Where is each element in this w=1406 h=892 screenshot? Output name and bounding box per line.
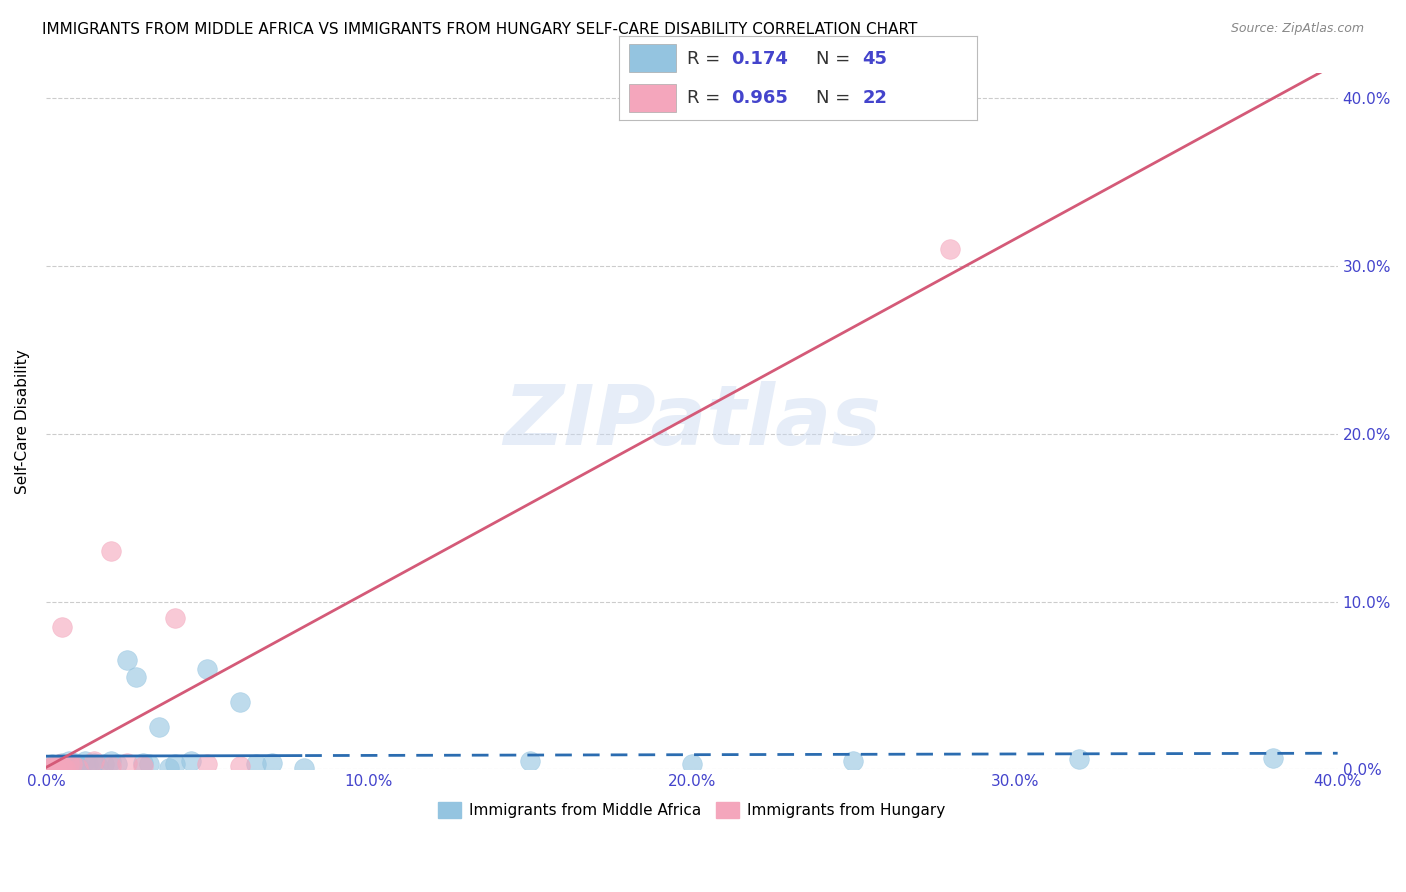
- Point: [53, 757, 76, 772]
- Point: [58, 754, 80, 768]
- Point: [125, 670, 148, 684]
- Point: [86, 759, 108, 773]
- Point: [1261, 750, 1284, 764]
- Point: [245, 757, 267, 772]
- Bar: [630, 84, 676, 112]
- Text: R =: R =: [686, 50, 725, 68]
- Point: [939, 242, 962, 256]
- Point: [77, 757, 100, 772]
- Text: N =: N =: [815, 88, 856, 106]
- Point: [228, 759, 250, 773]
- Point: [83, 754, 105, 768]
- Bar: [630, 44, 676, 72]
- Point: [197, 662, 219, 676]
- Point: [165, 611, 187, 625]
- Legend: Immigrants from Middle Africa, Immigrants from Hungary: Immigrants from Middle Africa, Immigrant…: [432, 797, 952, 824]
- Point: [48, 757, 70, 772]
- Point: [260, 756, 283, 770]
- Point: [41, 761, 63, 775]
- Text: R =: R =: [686, 88, 725, 106]
- Point: [292, 761, 315, 775]
- Point: [51, 756, 73, 770]
- Point: [115, 756, 138, 770]
- Point: [60, 761, 83, 775]
- Point: [1069, 752, 1091, 766]
- Point: [67, 757, 90, 772]
- Point: [100, 754, 122, 768]
- Point: [842, 754, 865, 768]
- Point: [45, 762, 67, 776]
- Point: [180, 754, 202, 768]
- Point: [38, 761, 60, 775]
- Point: [60, 757, 83, 772]
- Point: [63, 756, 86, 770]
- Point: [105, 757, 128, 772]
- Point: [681, 757, 703, 772]
- Point: [148, 720, 170, 734]
- Text: N =: N =: [815, 50, 856, 68]
- Point: [165, 757, 187, 772]
- Point: [115, 653, 138, 667]
- Point: [45, 762, 67, 776]
- Point: [51, 759, 73, 773]
- Point: [53, 761, 76, 775]
- Point: [45, 759, 67, 773]
- Point: [41, 759, 63, 773]
- Point: [38, 761, 60, 775]
- Point: [41, 757, 63, 772]
- Point: [132, 759, 155, 773]
- Point: [58, 759, 80, 773]
- Text: 45: 45: [862, 50, 887, 68]
- Point: [73, 754, 96, 768]
- Point: [100, 759, 122, 773]
- Point: [51, 620, 73, 634]
- Point: [58, 757, 80, 772]
- Text: 0.965: 0.965: [731, 88, 789, 106]
- Point: [100, 544, 122, 558]
- Point: [138, 757, 160, 772]
- Point: [63, 759, 86, 773]
- Point: [228, 695, 250, 709]
- Point: [197, 757, 219, 772]
- Point: [41, 762, 63, 776]
- Point: [157, 761, 180, 775]
- Point: [51, 762, 73, 776]
- Point: [83, 756, 105, 770]
- Point: [35, 762, 58, 776]
- Text: IMMIGRANTS FROM MIDDLE AFRICA VS IMMIGRANTS FROM HUNGARY SELF-CARE DISABILITY CO: IMMIGRANTS FROM MIDDLE AFRICA VS IMMIGRA…: [42, 22, 918, 37]
- Point: [48, 757, 70, 772]
- Text: ZIPatlas: ZIPatlas: [503, 381, 880, 462]
- Point: [60, 757, 83, 772]
- Point: [51, 759, 73, 773]
- Point: [67, 761, 90, 775]
- Point: [67, 761, 90, 775]
- Point: [93, 757, 115, 772]
- Point: [519, 754, 541, 768]
- Point: [48, 761, 70, 775]
- Text: 0.174: 0.174: [731, 50, 789, 68]
- Point: [45, 761, 67, 775]
- Text: 22: 22: [862, 88, 887, 106]
- Y-axis label: Self-Care Disability: Self-Care Disability: [15, 349, 30, 493]
- Text: Source: ZipAtlas.com: Source: ZipAtlas.com: [1230, 22, 1364, 36]
- Point: [132, 756, 155, 770]
- Point: [53, 761, 76, 775]
